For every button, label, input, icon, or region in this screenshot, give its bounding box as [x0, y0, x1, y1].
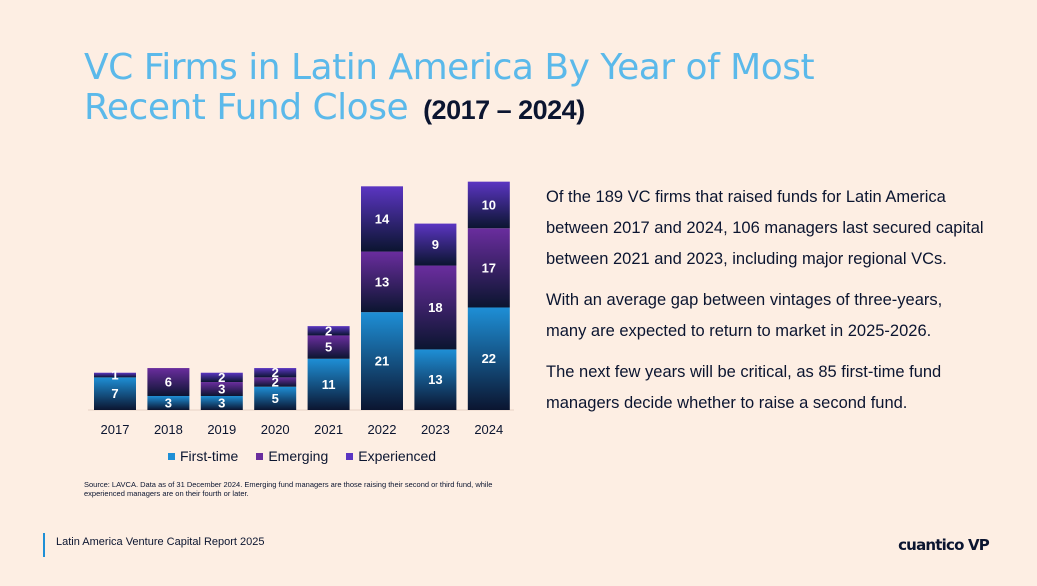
legend-label-emerging: Emerging	[268, 448, 329, 464]
body-text: Of the 189 VC firms that raised funds fo…	[546, 182, 986, 429]
legend-item-first-time: First-time	[168, 448, 238, 464]
data-label-first-time-2019: 3	[218, 396, 225, 411]
legend-swatch-first-time	[168, 452, 175, 460]
data-label-first-time-2024: 22	[482, 351, 496, 366]
bar-experienced-2021	[307, 326, 350, 336]
data-label-experienced-2019: 2	[218, 370, 225, 385]
bar-experienced-2020	[254, 368, 297, 378]
data-label-first-time-2022: 21	[375, 354, 389, 369]
bar-first-time-2017	[94, 377, 136, 410]
data-label-emerging-2021: 5	[325, 340, 332, 355]
footer-report-title: Latin America Venture Capital Report 202…	[56, 536, 265, 548]
footer-accent-bar	[43, 533, 45, 557]
data-label-experienced-2017: 1	[111, 368, 118, 383]
body-paragraph-2: With an average gap between vintages of …	[546, 291, 943, 340]
x-tick-label-2020: 2020	[261, 422, 290, 437]
x-tick-label-2018: 2018	[154, 422, 183, 437]
data-label-emerging-2024: 17	[482, 260, 496, 275]
title-main: VC Firms in Latin America By Year of Mos…	[84, 47, 815, 128]
data-label-emerging-2020: 2	[272, 375, 279, 390]
page-title: VC Firms in Latin America By Year of Mos…	[84, 48, 884, 130]
data-label-emerging-2018: 6	[165, 375, 172, 390]
x-tick-label-2019: 2019	[207, 422, 236, 437]
body-paragraph-3: The next few years will be critical, as …	[546, 363, 942, 412]
legend-item-experienced: Experienced	[346, 448, 436, 464]
chart-legend: First-time Emerging Experienced	[168, 448, 436, 464]
data-label-experienced-2022: 14	[375, 211, 390, 226]
x-tick-label-2022: 2022	[368, 422, 397, 437]
title-years: (2017 – 2024)	[423, 95, 585, 125]
data-label-first-time-2023: 13	[428, 372, 442, 387]
bar-first-time-2019	[200, 396, 243, 410]
data-label-first-time-2020: 5	[272, 391, 279, 406]
bar-experienced-2017	[94, 372, 136, 378]
data-label-emerging-2022: 13	[375, 274, 389, 289]
legend-swatch-experienced	[346, 452, 354, 460]
source-note: Source: LAVCA. Data as of 31 December 20…	[84, 480, 493, 498]
legend-label-first-time: First-time	[180, 448, 239, 464]
bar-first-time-2021	[307, 358, 350, 410]
data-label-first-time-2021: 11	[322, 377, 336, 392]
x-tick-label-2017: 2017	[101, 422, 130, 437]
body-paragraph-1: Of the 189 VC firms that raised funds fo…	[546, 188, 984, 268]
data-label-emerging-2019: 3	[218, 382, 225, 397]
bar-first-time-2020	[254, 386, 297, 410]
bar-emerging-2023	[414, 265, 457, 350]
data-label-experienced-2023: 9	[432, 237, 439, 252]
bar-experienced-2022	[361, 186, 403, 252]
data-label-first-time-2018: 3	[165, 396, 172, 411]
data-label-experienced-2020: 2	[272, 365, 279, 380]
stacked-bar-chart: 7120173620183322019522202011522021211314…	[88, 181, 514, 437]
bar-experienced-2019	[200, 372, 243, 383]
data-label-first-time-2017: 7	[111, 386, 118, 401]
x-tick-label-2023: 2023	[421, 422, 450, 437]
legend-swatch-emerging	[256, 452, 264, 460]
x-tick-label-2021: 2021	[314, 422, 343, 437]
bar-emerging-2024	[467, 228, 510, 308]
bar-first-time-2023	[414, 349, 457, 410]
bar-first-time-2022	[361, 312, 403, 410]
bar-emerging-2022	[361, 251, 403, 313]
bar-emerging-2018	[147, 368, 190, 397]
data-label-experienced-2024: 10	[482, 197, 496, 212]
brand-logo: cuantico VP	[898, 536, 990, 554]
legend-label-experienced: Experienced	[358, 448, 437, 464]
bar-emerging-2020	[254, 377, 297, 387]
data-label-emerging-2023: 18	[428, 300, 442, 315]
bar-experienced-2023	[414, 223, 457, 266]
bar-emerging-2021	[307, 335, 350, 359]
data-label-experienced-2021: 2	[325, 323, 332, 338]
bar-first-time-2024	[467, 307, 510, 410]
legend-item-emerging: Emerging	[256, 448, 328, 464]
bar-emerging-2019	[200, 382, 243, 397]
x-tick-label-2024: 2024	[474, 422, 503, 437]
bar-first-time-2018	[147, 396, 190, 410]
bar-experienced-2024	[467, 181, 510, 229]
